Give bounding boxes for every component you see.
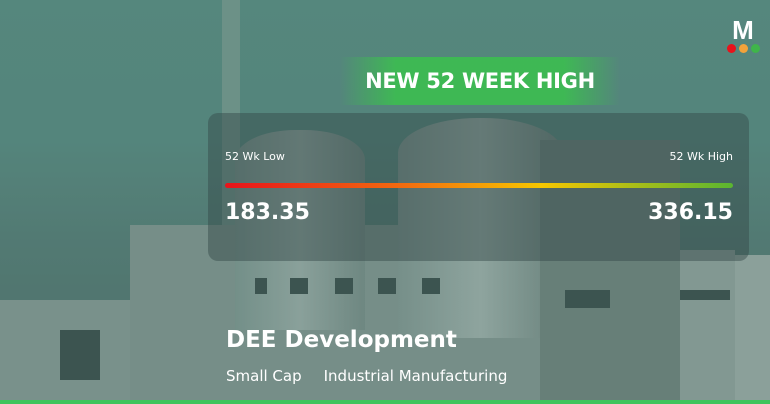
sector-tag: Industrial Manufacturing bbox=[323, 367, 508, 385]
accent-bottom-bar bbox=[0, 400, 770, 404]
logo-dot-red bbox=[726, 44, 736, 53]
52wk-high-value: 336.15 bbox=[648, 200, 733, 225]
company-name: DEE Development bbox=[226, 327, 457, 353]
52wk-low-label: 52 Wk Low bbox=[225, 150, 285, 163]
52wk-low-value: 183.35 bbox=[225, 200, 310, 225]
new-52-week-high-badge: NEW 52 WEEK HIGH bbox=[340, 57, 620, 105]
logo-letter: M bbox=[732, 15, 754, 45]
market-cap-tag: Small Cap bbox=[226, 367, 302, 385]
range-gradient-bar bbox=[225, 183, 733, 188]
brand-logo: M bbox=[724, 15, 762, 53]
52-week-range-panel: 52 Wk Low 52 Wk High 183.35 336.15 bbox=[208, 113, 749, 261]
logo-dot-orange bbox=[738, 44, 748, 53]
52wk-high-label: 52 Wk High bbox=[669, 150, 733, 163]
logo-dot-green bbox=[750, 44, 760, 53]
